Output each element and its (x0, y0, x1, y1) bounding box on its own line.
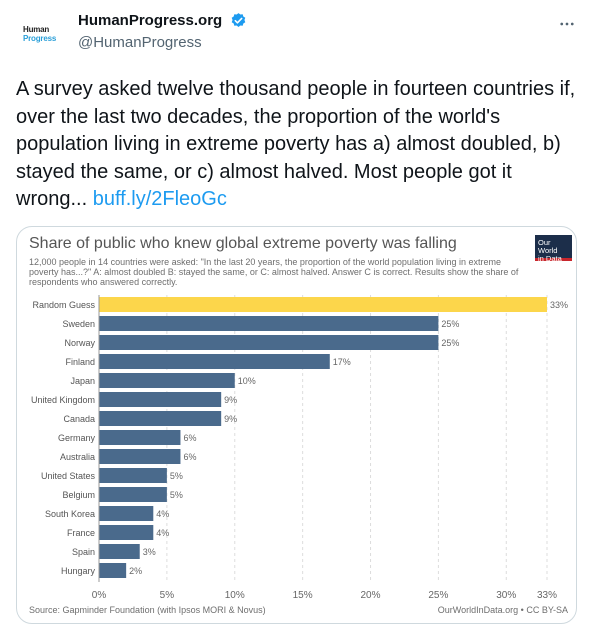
value-label: 2% (129, 566, 142, 576)
bar (99, 563, 127, 578)
chart-title: Share of public who knew global extreme … (29, 235, 457, 252)
tweet-body: A survey asked twelve thousand people in… (16, 78, 576, 210)
value-label: 9% (224, 395, 237, 405)
x-tick-label: 5% (160, 590, 175, 601)
owid-logo-line1: Our World (538, 238, 558, 255)
value-label: 5% (170, 490, 183, 500)
x-tick-label: 15% (293, 590, 313, 601)
handle[interactable]: @HumanProgress (78, 34, 202, 51)
x-tick-label: 10% (225, 590, 245, 601)
category-label: United States (41, 471, 96, 481)
category-label: Australia (60, 452, 95, 462)
value-label: 3% (143, 547, 156, 557)
chart-subtitle: 12,000 people in 14 countries were asked… (29, 257, 519, 287)
tweet-text: A survey asked twelve thousand people in… (16, 76, 577, 214)
bar (99, 335, 439, 350)
category-label: Finland (65, 357, 95, 367)
bar (99, 354, 330, 369)
bar (99, 544, 140, 559)
bar (99, 430, 181, 445)
category-label: Germany (58, 433, 96, 443)
category-label: South Korea (45, 509, 95, 519)
tweet-header: Human Progress HumanProgress.org @HumanP… (16, 12, 577, 56)
more-horizontal-icon[interactable] (557, 14, 577, 34)
verified-badge-icon (231, 13, 245, 28)
chart-card[interactable]: Share of public who knew global extreme … (16, 226, 577, 624)
owid-logo-line2: in Data (538, 254, 562, 263)
value-label: 25% (441, 338, 459, 348)
bar (99, 525, 154, 540)
category-label: Hungary (61, 566, 96, 576)
bar (99, 487, 167, 502)
category-label: Random Guess (32, 300, 95, 310)
value-label: 6% (183, 452, 196, 462)
bar (99, 411, 222, 426)
x-tick-label: 30% (496, 590, 516, 601)
category-label: Belgium (62, 490, 95, 500)
avatar[interactable]: Human Progress (16, 12, 60, 56)
category-label: Canada (63, 414, 95, 424)
owid-logo: Our World in Data (535, 235, 572, 263)
bar (99, 506, 154, 521)
category-label: France (67, 528, 95, 538)
category-label: Norway (64, 338, 95, 348)
value-label: 17% (333, 357, 351, 367)
bar-chart: 0% 5% 10% 15% 20% 25% 30% 33% Random Guess 33% Swe… (31, 295, 568, 601)
x-tick-label: 25% (428, 590, 448, 601)
value-label: 33% (550, 300, 568, 310)
value-label: 10% (238, 376, 256, 386)
value-label: 25% (441, 319, 459, 329)
bar (99, 468, 167, 483)
bar (99, 297, 547, 312)
category-label: Sweden (62, 319, 95, 329)
chart-license: OurWorldInData.org • CC BY-SA (437, 605, 568, 615)
value-label: 4% (156, 509, 169, 519)
bar (99, 316, 439, 331)
category-label: Japan (70, 376, 95, 386)
value-label: 6% (183, 433, 196, 443)
avatar-text-line1: Human (23, 25, 50, 34)
category-label: Spain (72, 547, 95, 557)
x-tick-label: 0% (92, 590, 107, 601)
author-names: HumanProgress.org @HumanProgress (78, 12, 247, 51)
display-name[interactable]: HumanProgress.org (78, 12, 223, 30)
value-label: 9% (224, 414, 237, 424)
chart-source: Source: Gapminder Foundation (with Ipsos… (29, 605, 266, 615)
value-label: 5% (170, 471, 183, 481)
bar (99, 373, 235, 388)
x-tick-label: 33% (537, 590, 557, 601)
bar (99, 449, 181, 464)
tweet-link[interactable]: buff.ly/2FleoGc (92, 188, 227, 210)
avatar-text-line2: Progress (23, 34, 57, 43)
value-label: 4% (156, 528, 169, 538)
category-label: United Kingdom (31, 395, 95, 405)
x-tick-label: 20% (361, 590, 381, 601)
bar (99, 392, 222, 407)
